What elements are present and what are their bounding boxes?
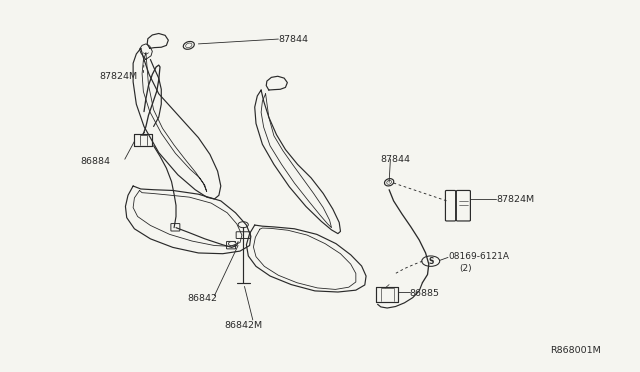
Text: 87844: 87844	[278, 35, 308, 44]
FancyBboxPatch shape	[227, 241, 236, 249]
Circle shape	[238, 222, 248, 228]
Text: 86884: 86884	[80, 157, 110, 166]
FancyBboxPatch shape	[456, 190, 470, 221]
Text: 86842: 86842	[187, 294, 217, 303]
Ellipse shape	[385, 179, 394, 186]
Ellipse shape	[186, 43, 192, 48]
FancyBboxPatch shape	[236, 232, 250, 238]
Text: 86842M: 86842M	[224, 321, 262, 330]
Text: 87824M: 87824M	[496, 195, 534, 203]
Text: 86885: 86885	[410, 289, 440, 298]
FancyBboxPatch shape	[171, 224, 180, 231]
FancyBboxPatch shape	[445, 190, 456, 221]
Ellipse shape	[387, 180, 392, 184]
Text: 87844: 87844	[381, 155, 411, 164]
Text: 87824M: 87824M	[99, 72, 138, 81]
Text: R868001M: R868001M	[550, 346, 601, 355]
Ellipse shape	[183, 41, 195, 49]
Text: (2): (2)	[460, 264, 472, 273]
Circle shape	[228, 241, 236, 246]
Circle shape	[422, 256, 440, 266]
Text: S: S	[428, 257, 433, 266]
Text: 08169-6121A: 08169-6121A	[448, 252, 509, 261]
